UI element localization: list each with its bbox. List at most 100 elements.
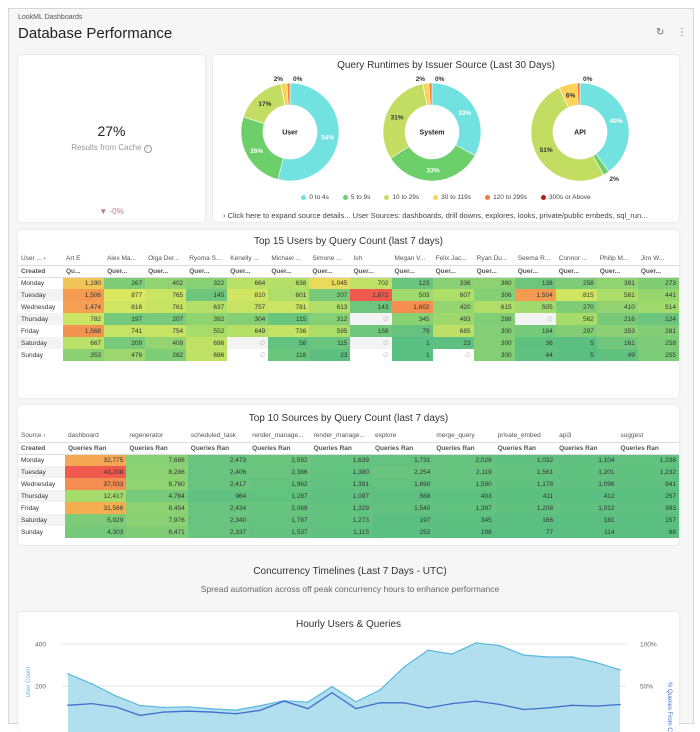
table-cell[interactable]: 702 (350, 277, 392, 289)
column-header[interactable]: merge_query (433, 430, 495, 443)
table-cell[interactable]: 505 (514, 301, 556, 313)
refresh-icon[interactable]: ↻ (656, 27, 665, 38)
table-cell[interactable]: 281 (637, 325, 679, 337)
table-cell[interactable]: 257 (617, 490, 679, 502)
column-header[interactable]: Olga Der... (145, 253, 187, 266)
table-cell[interactable]: ∅ (514, 313, 556, 325)
measure-header[interactable]: Queries Ran (556, 442, 618, 455)
column-header[interactable]: api3 (556, 430, 618, 443)
table-cell[interactable]: 77 (494, 526, 557, 538)
user-count-point[interactable] (547, 656, 549, 658)
table-cell[interactable]: 815 (555, 289, 597, 301)
legend-item[interactable]: 300s or Above (541, 194, 591, 201)
user-count-point[interactable] (307, 701, 309, 703)
user-count-point[interactable] (427, 649, 429, 652)
table-cell[interactable]: 44 (514, 349, 556, 361)
donut-slice[interactable] (428, 82, 433, 106)
table-cell[interactable]: 667 (63, 337, 105, 349)
table-cell[interactable]: 216 (596, 313, 638, 325)
table-cell[interactable]: 157 (617, 514, 679, 526)
table-cell[interactable]: 43,208 (65, 466, 127, 478)
table-cell[interactable]: 493 (432, 313, 474, 325)
column-header[interactable]: Philip M... (596, 253, 638, 266)
table-cell[interactable]: 1,506 (63, 289, 105, 301)
measure-header[interactable]: Queries Ran (617, 442, 679, 455)
row-dimension-header[interactable]: Created (18, 265, 63, 278)
table-cell[interactable]: 2,069 (249, 502, 311, 514)
column-header[interactable]: private_embed (494, 430, 557, 443)
table-cell[interactable]: 1,032 (494, 454, 557, 466)
table-cell[interactable]: 403 (433, 490, 495, 502)
table-cell[interactable]: 782 (63, 313, 105, 325)
table-cell[interactable]: 1,208 (494, 502, 557, 514)
table-cell[interactable]: 412 (556, 490, 618, 502)
column-header[interactable]: regenerator (126, 430, 188, 443)
user-count-point[interactable] (451, 653, 453, 655)
cache-percent-point[interactable] (427, 707, 429, 709)
measure-header[interactable]: Quer... (350, 265, 392, 278)
table-cell[interactable]: 595 (309, 325, 351, 337)
table-cell[interactable]: 1,115 (310, 526, 372, 538)
table-cell[interactable]: 209 (104, 337, 146, 349)
column-header[interactable]: Jiro W... (637, 253, 679, 266)
legend-item[interactable]: 120 to 299s (485, 194, 527, 201)
table-cell[interactable]: 1,537 (249, 526, 311, 538)
user-count-point[interactable] (163, 706, 165, 709)
table-cell[interactable]: 258 (637, 337, 679, 349)
table-cell[interactable]: 353 (63, 349, 105, 361)
user-count-point[interactable] (211, 708, 213, 710)
table-cell[interactable]: 312 (309, 313, 351, 325)
column-header[interactable]: render_manage... (249, 430, 311, 443)
table-cell[interactable]: 941 (617, 478, 679, 490)
cache-percent-point[interactable] (115, 706, 117, 708)
table-cell[interactable]: 79 (391, 325, 433, 337)
table-cell[interactable]: 114 (556, 526, 618, 538)
table-cell[interactable]: 615 (473, 301, 515, 313)
table-cell[interactable]: 166 (494, 514, 557, 526)
table-cell[interactable]: 993 (617, 502, 679, 514)
table-cell[interactable]: ∅ (350, 349, 392, 361)
column-header[interactable]: Alex Ma... (104, 253, 146, 266)
table-cell[interactable]: 1,504 (514, 289, 556, 301)
cache-percent-point[interactable] (139, 714, 141, 717)
table-cell[interactable]: 1 (391, 349, 433, 361)
table-cell[interactable]: 5,929 (65, 514, 127, 526)
user-count-point[interactable] (115, 695, 117, 697)
column-header[interactable]: render_manage... (310, 430, 372, 443)
table-cell[interactable]: 8,454 (126, 502, 188, 514)
table-cell[interactable]: 8,286 (126, 466, 188, 478)
cache-percent-point[interactable] (283, 700, 285, 702)
table-cell[interactable]: 964 (187, 490, 250, 502)
table-cell[interactable]: 1,391 (310, 478, 372, 490)
table-cell[interactable]: 181 (556, 514, 618, 526)
measure-header[interactable]: Queries Ran (65, 442, 127, 455)
donut-slice[interactable] (579, 82, 630, 173)
table-cell[interactable]: 761 (145, 301, 187, 313)
table-cell[interactable]: 1,731 (371, 454, 434, 466)
table-cell[interactable]: 306 (473, 289, 515, 301)
measure-header[interactable]: Queries Ran (433, 442, 495, 455)
measure-header[interactable]: Quer... (145, 265, 187, 278)
table-cell[interactable]: 402 (145, 277, 187, 289)
table-cell[interactable]: 1,201 (556, 466, 618, 478)
user-count-point[interactable] (91, 683, 93, 685)
table-cell[interactable]: 1,962 (249, 478, 311, 490)
table-cell[interactable]: 273 (637, 277, 679, 289)
user-count-point[interactable] (187, 705, 189, 708)
cache-percent-point[interactable] (523, 708, 525, 711)
donut-slice[interactable] (277, 82, 340, 182)
measure-header[interactable]: Queries Ran (310, 442, 372, 455)
table-cell[interactable]: 32,775 (65, 454, 127, 466)
user-count-point[interactable] (523, 654, 525, 656)
table-cell[interactable]: 581 (596, 289, 638, 301)
column-header[interactable]: Ish (350, 253, 392, 266)
measure-header[interactable]: Qu... (63, 265, 105, 278)
table-cell[interactable]: 696 (186, 349, 228, 361)
column-header[interactable]: scheduled_task (187, 430, 250, 443)
table-cell[interactable]: 252 (371, 526, 434, 538)
cache-percent-point[interactable] (163, 711, 165, 713)
table-cell[interactable]: 7,976 (126, 514, 188, 526)
table-cell[interactable]: 36 (514, 337, 556, 349)
table-cell[interactable]: 410 (596, 301, 638, 313)
donut-slice[interactable] (390, 144, 476, 182)
